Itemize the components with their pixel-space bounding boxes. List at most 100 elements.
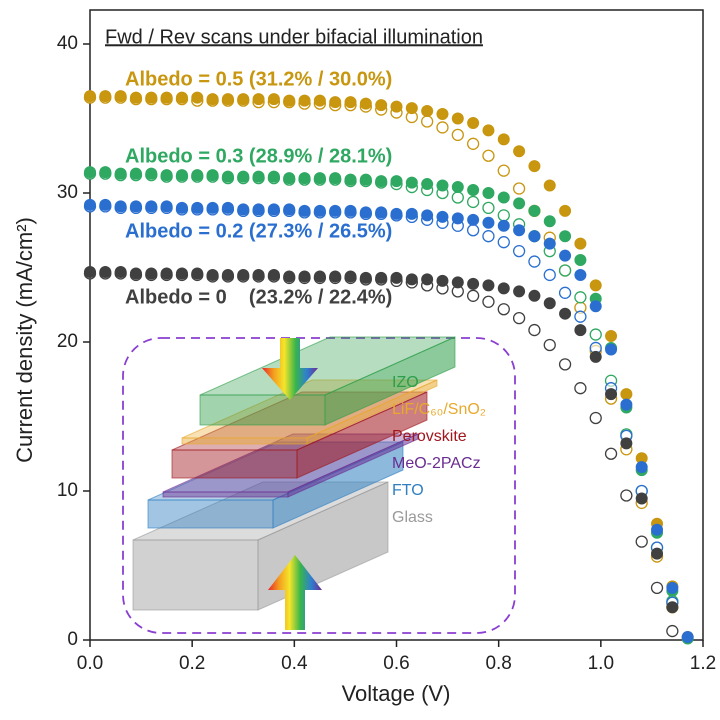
forward-scan-point xyxy=(99,198,112,211)
forward-scan-point xyxy=(99,265,112,278)
reverse-scan-point xyxy=(589,411,602,425)
forward-scan-point xyxy=(605,343,618,356)
reverse-scan-point xyxy=(650,581,664,594)
forward-scan-point xyxy=(344,270,357,283)
forward-scan-point xyxy=(605,388,618,401)
forward-scan-point xyxy=(191,267,204,280)
forward-scan-point xyxy=(313,172,326,185)
forward-scan-point xyxy=(574,268,587,281)
x-tick-label: 1.2 xyxy=(690,653,716,674)
layer-side xyxy=(324,336,456,426)
forward-scan-point xyxy=(237,93,250,106)
reverse-scan-point xyxy=(589,328,602,341)
forward-scan-point xyxy=(283,203,296,216)
reverse-scan-point xyxy=(466,224,480,237)
x-tick-label: 1.0 xyxy=(588,653,614,674)
y-tick-label: 40 xyxy=(57,33,78,54)
forward-scan-point xyxy=(497,191,510,204)
forward-scan-point xyxy=(589,279,602,292)
forward-scan-point xyxy=(651,547,664,560)
forward-scan-point xyxy=(375,175,388,188)
forward-scan-point xyxy=(84,90,96,103)
forward-scan-point xyxy=(267,203,280,216)
reverse-scan-point xyxy=(466,195,480,209)
forward-scan-point xyxy=(451,212,464,225)
forward-scan-point xyxy=(359,97,372,110)
forward-scan-point xyxy=(344,204,357,217)
forward-scan-point xyxy=(513,224,526,237)
reverse-scan-point xyxy=(466,289,480,302)
forward-scan-point xyxy=(114,167,127,180)
forward-scan-point xyxy=(436,274,449,287)
forward-scan-point xyxy=(436,210,449,223)
layer-label: LiF/C₆₀/SnO₂ xyxy=(392,401,486,418)
forward-scan-point xyxy=(513,145,526,158)
forward-scan-point xyxy=(359,173,372,186)
reverse-scan-point xyxy=(482,201,495,215)
forward-scan-point xyxy=(375,206,388,219)
forward-scan-point xyxy=(620,388,633,401)
forward-scan-point xyxy=(191,91,204,104)
forward-scan-point xyxy=(206,169,219,182)
forward-scan-point xyxy=(237,170,250,183)
forward-scan-point xyxy=(436,179,449,192)
layer-front xyxy=(181,437,308,445)
series-label: Albedo = 0.3 (28.9% / 28.1%) xyxy=(125,145,392,167)
reverse-scan-point xyxy=(558,358,572,371)
reverse-scan-point xyxy=(528,323,541,337)
layer-label: Perovskite xyxy=(392,428,467,445)
forward-scan-point xyxy=(467,116,480,129)
forward-scan-point xyxy=(329,172,342,185)
forward-scan-point xyxy=(283,94,296,107)
forward-scan-point xyxy=(206,201,219,214)
layer-front xyxy=(132,539,259,611)
forward-scan-point xyxy=(114,90,127,103)
forward-scan-point xyxy=(329,96,342,109)
layer-side xyxy=(306,379,438,445)
forward-scan-point xyxy=(160,200,173,213)
y-tick-label: 10 xyxy=(57,480,78,501)
forward-scan-point xyxy=(543,297,556,310)
layer-front xyxy=(199,394,326,426)
forward-scan-point xyxy=(175,169,188,182)
series-label: Albedo = 0 (23.2% / 22.4%) xyxy=(125,286,392,308)
forward-scan-point xyxy=(221,201,234,214)
forward-scan-point xyxy=(313,94,326,107)
forward-scan-point xyxy=(513,197,526,210)
layer-label: IZO xyxy=(392,374,419,391)
forward-scan-point xyxy=(451,181,464,194)
forward-scan-point xyxy=(467,213,480,226)
forward-scan-point xyxy=(559,230,572,243)
forward-scan-point xyxy=(221,268,234,281)
reverse-scan-point xyxy=(451,191,464,204)
forward-scan-point xyxy=(99,166,112,179)
forward-scan-point xyxy=(528,160,541,173)
forward-scan-point xyxy=(206,268,219,281)
forward-scan-point xyxy=(283,270,296,283)
layer-front xyxy=(162,491,289,498)
forward-scan-point xyxy=(405,207,418,220)
forward-scan-point xyxy=(436,108,449,121)
forward-scan-point xyxy=(344,96,357,109)
forward-scan-point xyxy=(191,201,204,214)
forward-scan-point xyxy=(390,207,403,220)
layer-labels: IZO LiF/C₆₀/SnO₂ Perovskite MeO-2PACz FTO Gla… xyxy=(392,374,486,526)
reverse-scan-point xyxy=(604,447,618,460)
reverse-scan-point xyxy=(620,489,633,502)
layer-side xyxy=(296,391,428,479)
forward-scan-point xyxy=(390,175,403,188)
forward-scan-point xyxy=(528,289,541,302)
forward-scan-point xyxy=(313,204,326,217)
forward-scan-point xyxy=(84,166,96,179)
forward-scan-point xyxy=(191,169,204,182)
reverse-scan-point xyxy=(497,164,510,177)
reverse-scan-point xyxy=(574,291,587,304)
reverse-scan-point xyxy=(482,230,495,243)
device-stack xyxy=(132,336,456,611)
forward-scan-point xyxy=(620,398,633,411)
forward-scan-point xyxy=(129,91,142,104)
forward-scan-point xyxy=(390,100,403,113)
layer-front xyxy=(147,499,274,529)
forward-scan-point xyxy=(497,282,510,295)
forward-scan-point xyxy=(451,112,464,125)
